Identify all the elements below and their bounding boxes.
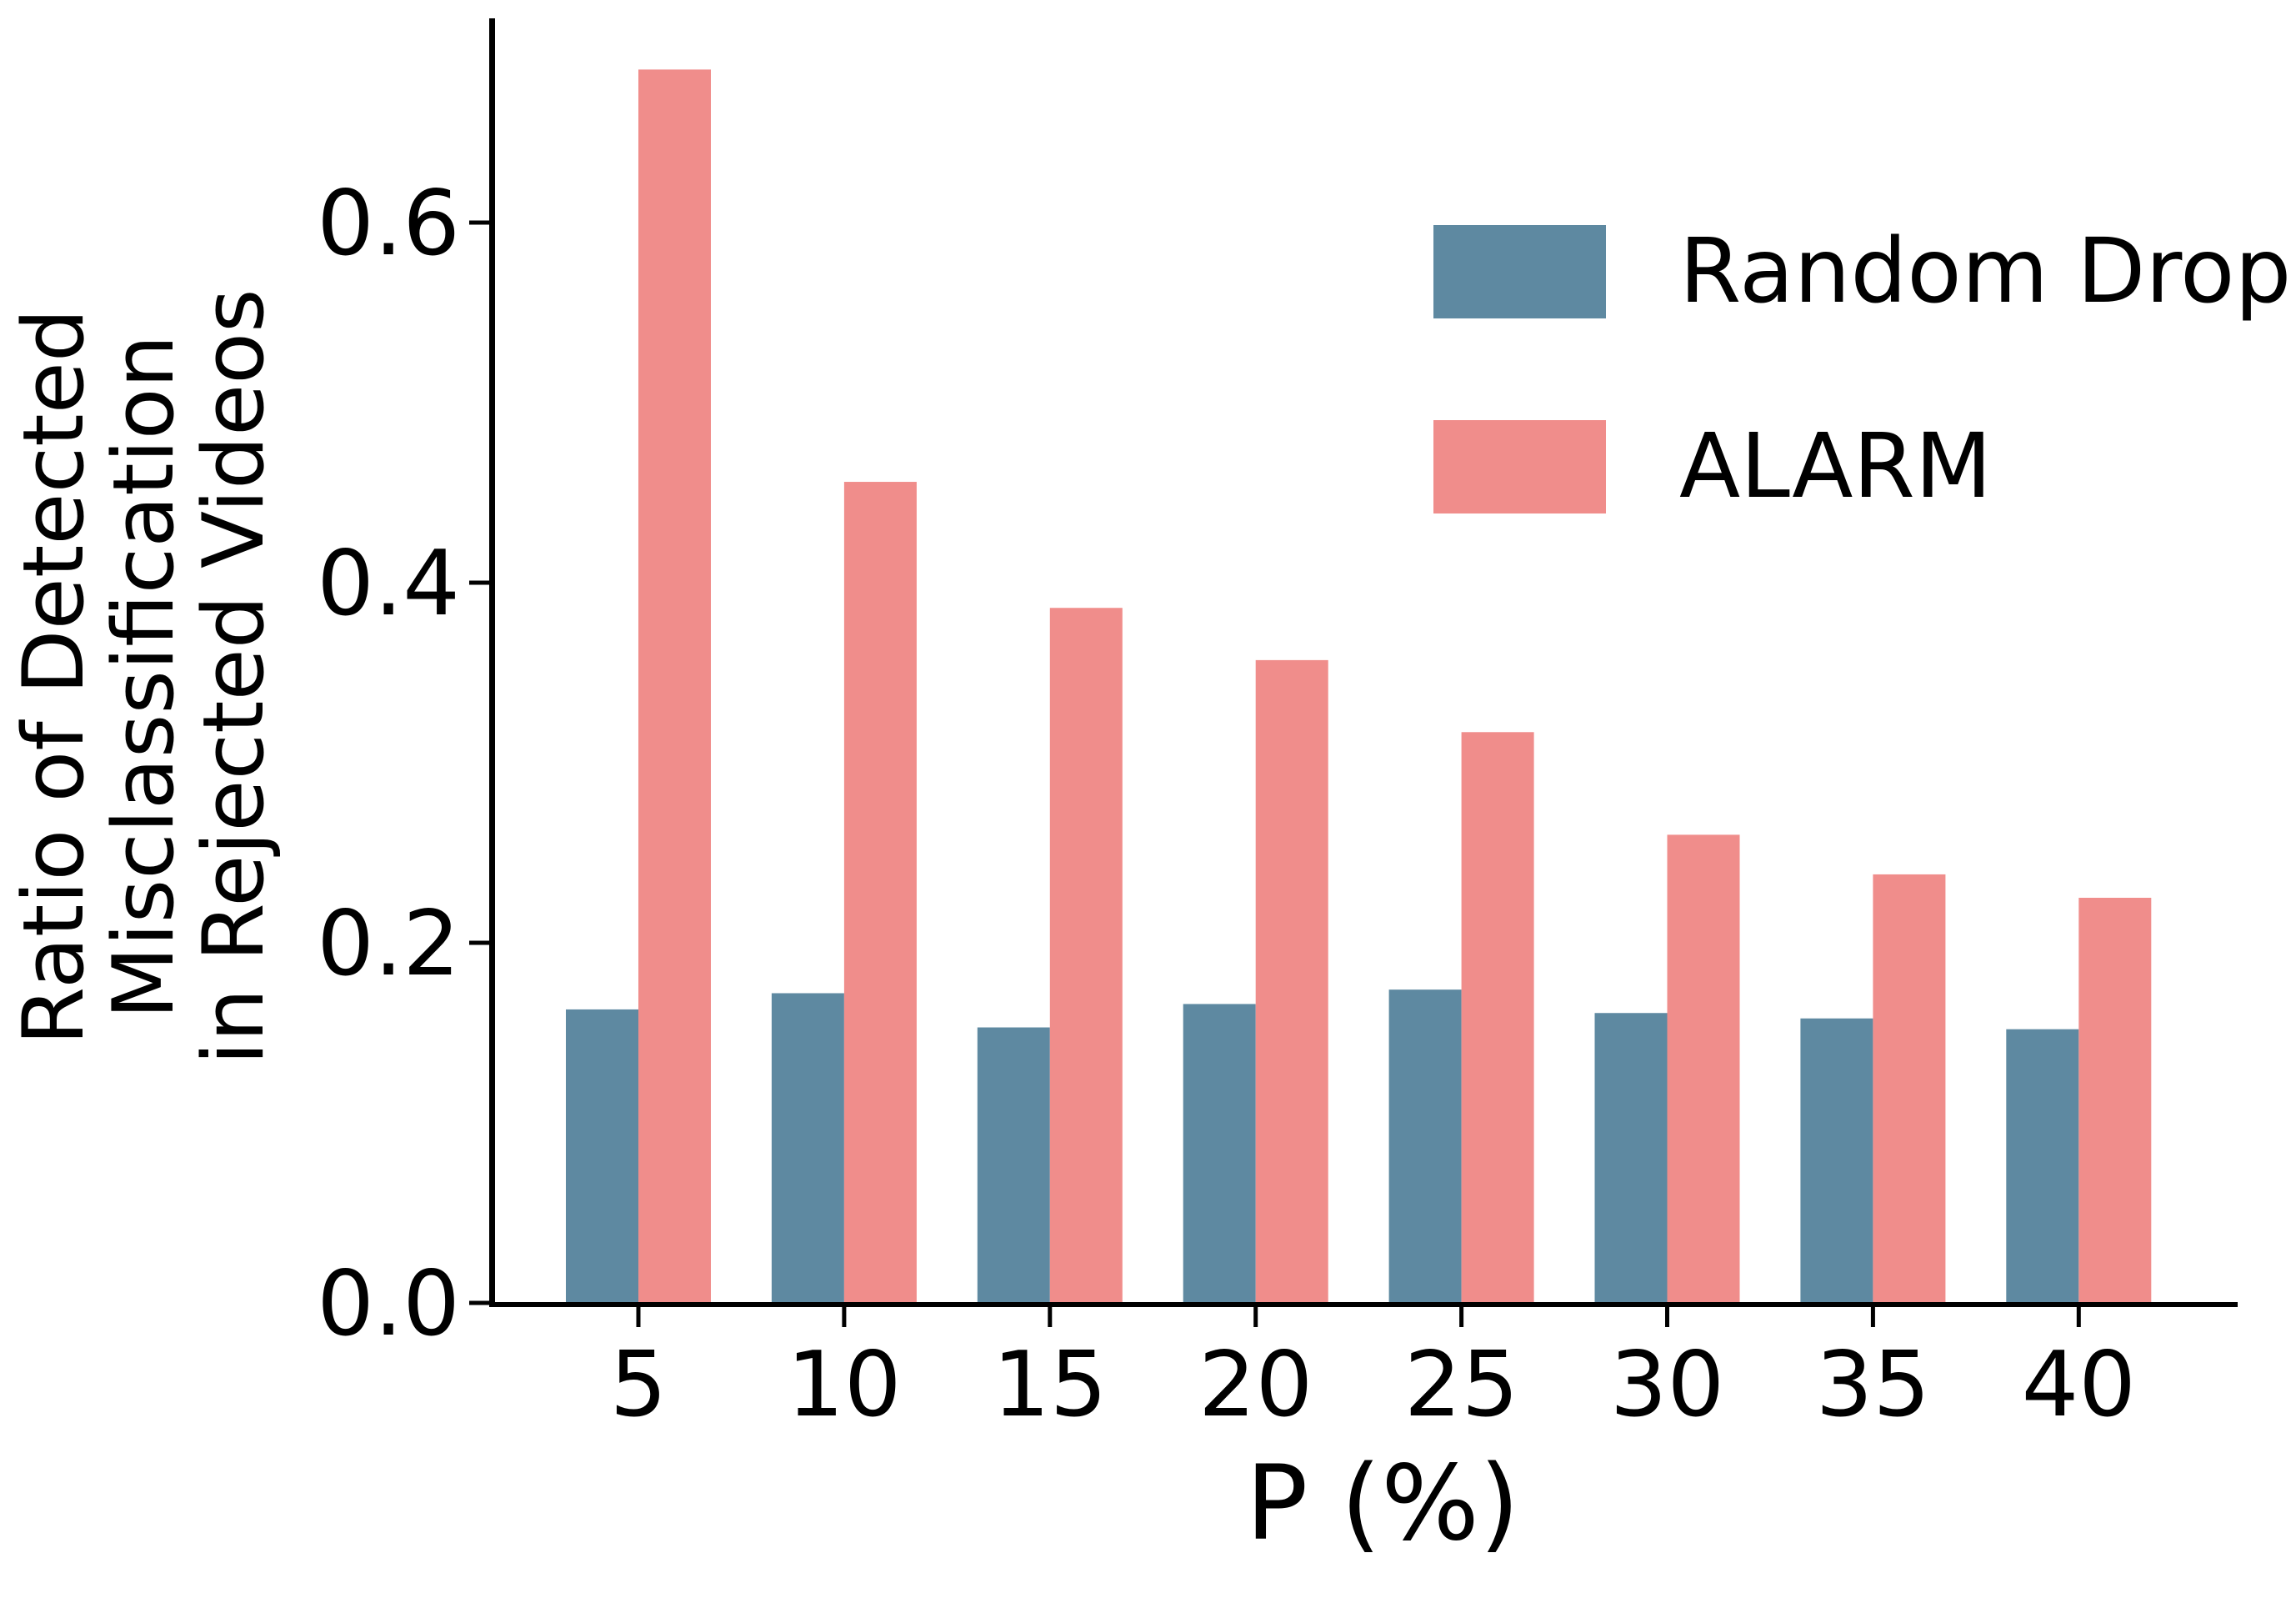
x-tick-label-25: 25 [1403,1333,1519,1437]
bar-random-drop-p5 [566,1009,638,1303]
bar-random-drop-p15 [977,1027,1050,1303]
y-axis-spine [489,18,495,1303]
y-axis-label-line-1: Ratio of Detected [3,308,103,1045]
bar-random-drop-p25 [1388,989,1462,1303]
y-axis-label-line-3: in Rejected Videos [184,288,283,1065]
legend-label-random-drop: Random Drop [1679,219,2292,323]
y-tick-mark-0.4 [469,580,489,585]
y-axis-label-line-2: Misclassification [93,334,193,1019]
x-tick-label-5: 5 [609,1333,668,1437]
x-tick-mark-15 [1048,1307,1053,1327]
legend-entry-alarm: ALARM [1433,420,2291,513]
x-tick-label-35: 35 [1815,1333,1931,1437]
x-tick-mark-5 [636,1307,641,1327]
y-tick-label-0.2: 0.2 [317,892,460,996]
x-tick-label-20: 20 [1198,1333,1313,1437]
x-tick-mark-25 [1459,1307,1464,1327]
x-tick-label-15: 15 [993,1333,1108,1437]
bar-alarm-p10 [843,482,917,1303]
y-tick-label-0.6: 0.6 [317,172,460,276]
legend-swatch-random-drop [1433,225,1606,318]
y-tick-mark-0.0 [469,1300,489,1305]
bar-alarm-p35 [1873,874,1946,1303]
x-tick-mark-30 [1665,1307,1669,1327]
bar-alarm-p40 [2078,898,2152,1303]
y-tick-label-0.4: 0.4 [317,532,460,636]
bar-random-drop-p20 [1183,1004,1256,1303]
bar-alarm-p25 [1461,732,1534,1303]
y-tick-mark-0.6 [469,220,489,225]
legend: Random Drop ALARM [1433,225,2291,615]
bar-random-drop-p40 [2006,1029,2079,1303]
bar-alarm-p15 [1049,608,1123,1303]
x-tick-label-30: 30 [1609,1333,1725,1437]
x-axis-spine [489,1302,2238,1307]
bar-random-drop-p10 [771,993,844,1303]
x-tick-mark-20 [1253,1307,1258,1327]
legend-swatch-alarm [1433,420,1606,513]
x-tick-label-40: 40 [2021,1333,2137,1437]
legend-label-alarm: ALARM [1679,414,1993,518]
bar-random-drop-p35 [1800,1018,1873,1303]
y-tick-mark-0.2 [469,940,489,945]
x-tick-mark-10 [842,1307,847,1327]
legend-entry-random-drop: Random Drop [1433,225,2291,318]
y-axis-label: Ratio of Detected Misclassification in R… [3,288,283,1065]
bar-alarm-p5 [638,69,711,1303]
bar-alarm-p20 [1255,659,1328,1303]
bar-alarm-p30 [1667,834,1740,1303]
y-tick-label-0.0: 0.0 [317,1252,460,1356]
x-tick-mark-40 [2076,1307,2081,1327]
x-axis-label: P (%) [1245,1444,1520,1564]
bar-random-drop-p30 [1594,1013,1668,1303]
x-tick-mark-35 [1870,1307,1875,1327]
x-tick-label-10: 10 [787,1333,902,1437]
